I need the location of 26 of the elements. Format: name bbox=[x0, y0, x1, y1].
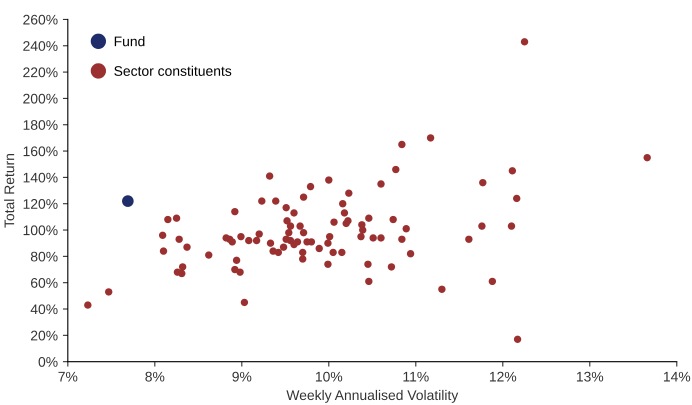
y-tick-label: 240% bbox=[23, 41, 58, 51]
x-axis-title: Weekly Annualised Volatility bbox=[286, 390, 458, 403]
x-tick-label: 9% bbox=[232, 372, 252, 382]
y-tick-label: 100% bbox=[24, 225, 58, 236]
y-tick-label: 140% bbox=[24, 172, 58, 183]
y-tick-label: 180% bbox=[24, 120, 58, 130]
legend-label: Sector constituents bbox=[114, 66, 232, 76]
y-tick-label: 0% bbox=[38, 357, 58, 367]
y-tick-label: 260% bbox=[23, 14, 58, 25]
y-tick-label: 120% bbox=[24, 199, 58, 209]
legend-label: Fund bbox=[114, 36, 144, 46]
x-tick-label: 13% bbox=[576, 372, 604, 382]
y-tick-label: 220% bbox=[23, 67, 58, 78]
x-tick-label: 11% bbox=[403, 372, 429, 382]
y-tick-label: 160% bbox=[24, 146, 58, 156]
x-tick-label: 10% bbox=[316, 372, 342, 382]
x-tick-label: 8% bbox=[145, 372, 164, 382]
x-tick-label: 14% bbox=[664, 372, 690, 382]
y-tick-label: 60% bbox=[31, 278, 58, 288]
x-tick-label: 7% bbox=[58, 372, 78, 382]
y-tick-label: 20% bbox=[30, 330, 58, 341]
y-tick-label: 200% bbox=[23, 94, 58, 104]
y-tick-label: 40% bbox=[30, 304, 58, 314]
y-tick-label: 80% bbox=[30, 252, 58, 262]
y-axis-title: Total Return bbox=[4, 154, 14, 228]
x-tick-label: 12% bbox=[490, 372, 516, 382]
